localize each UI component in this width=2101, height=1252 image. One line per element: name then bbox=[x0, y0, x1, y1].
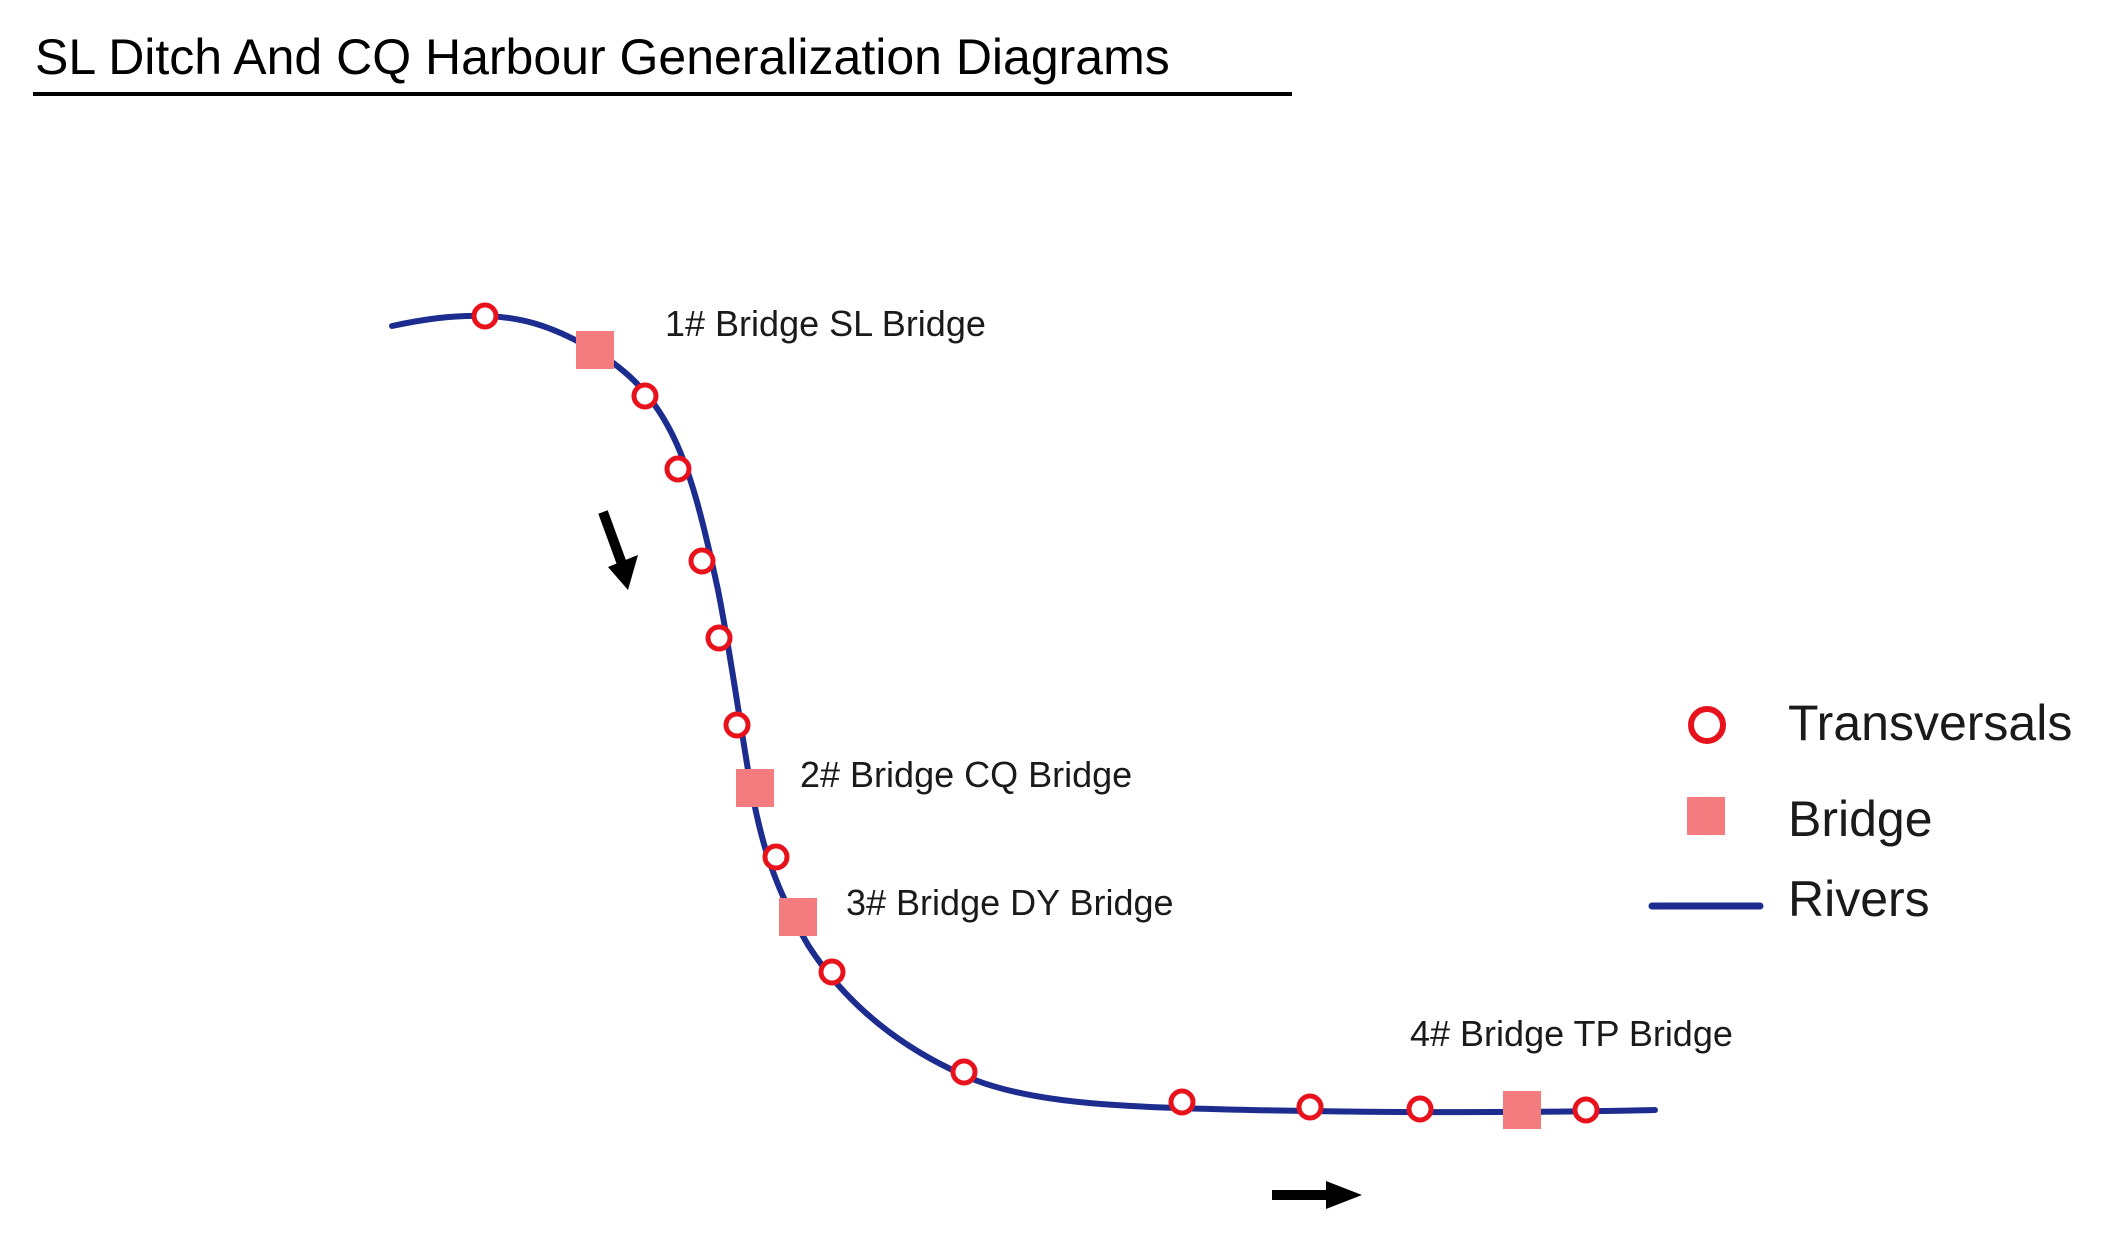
transversal-circle-icon bbox=[471, 302, 499, 330]
transversal-circle-icon bbox=[1572, 1096, 1600, 1124]
bridge-square-icon bbox=[576, 331, 614, 369]
bridge-label-3: 3# Bridge DY Bridge bbox=[846, 882, 1174, 923]
legend: Transversals Bridge Rivers bbox=[1648, 695, 2072, 927]
river-line bbox=[389, 312, 1658, 1116]
transversal-circle-icon bbox=[723, 711, 751, 739]
flow-direction-arrow-icon bbox=[1272, 1181, 1362, 1209]
bridge-square-icon bbox=[1503, 1091, 1541, 1129]
transversal-circle-icon bbox=[1406, 1095, 1434, 1123]
transversal-circle-icon bbox=[950, 1058, 978, 1086]
legend-label-bridge: Bridge bbox=[1788, 791, 1933, 847]
legend-label-rivers: Rivers bbox=[1788, 871, 1930, 927]
transversal-markers bbox=[471, 302, 1600, 1124]
diagram-title: SL Ditch And CQ Harbour Generalization D… bbox=[35, 29, 1170, 85]
bridge-markers bbox=[576, 331, 1541, 1129]
transversal-circle-icon bbox=[1296, 1093, 1324, 1121]
bridge-label-1: 1# Bridge SL Bridge bbox=[665, 303, 986, 344]
legend-transversal-circle-icon bbox=[1688, 706, 1726, 744]
transversal-circle-icon bbox=[631, 382, 659, 410]
transversal-circle-icon bbox=[688, 547, 716, 575]
bridge-square-icon bbox=[779, 898, 817, 936]
transversal-circle-icon bbox=[1168, 1088, 1196, 1116]
bridge-square-icon bbox=[736, 769, 774, 807]
legend-label-transversals: Transversals bbox=[1788, 695, 2072, 751]
transversal-circle-icon bbox=[762, 843, 790, 871]
bridge-label-2: 2# Bridge CQ Bridge bbox=[800, 754, 1132, 795]
transversal-circle-icon bbox=[705, 624, 733, 652]
bridge-label-4: 4# Bridge TP Bridge bbox=[1410, 1013, 1733, 1054]
flow-direction-arrow-icon bbox=[598, 510, 638, 590]
legend-bridge-square-icon bbox=[1687, 797, 1725, 835]
transversal-circle-icon bbox=[818, 958, 846, 986]
transversal-circle-icon bbox=[664, 455, 692, 483]
